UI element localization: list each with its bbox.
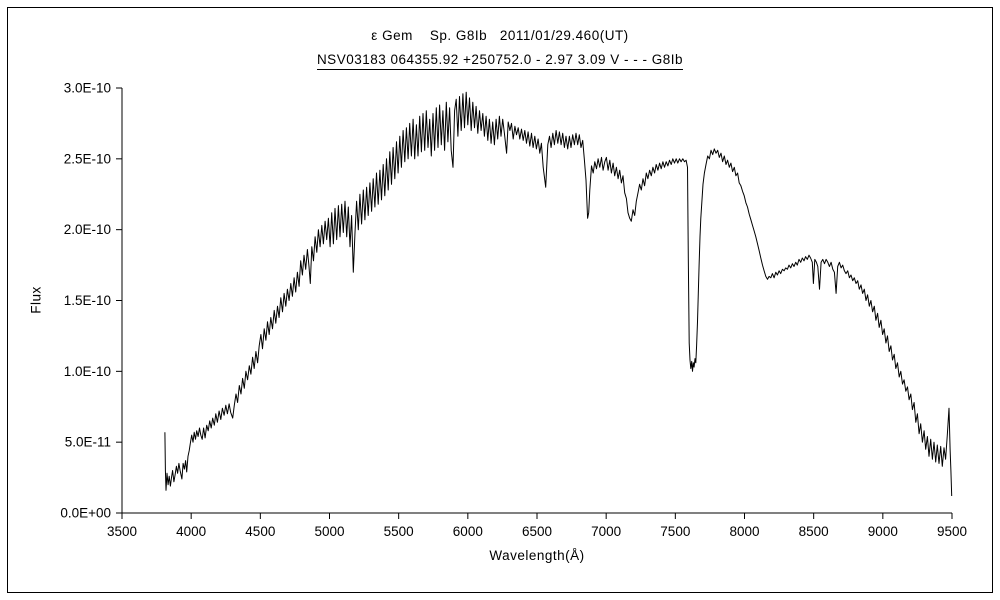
x-tick-label: 8500 [799, 524, 829, 539]
x-tick-label: 4000 [176, 524, 206, 539]
x-tick-label: 5500 [384, 524, 414, 539]
chart-subtitle-row: NSV03183 064355.92 +250752.0 - 2.97 3.09… [0, 52, 1000, 70]
y-tick-label: 0.0E+00 [60, 506, 111, 521]
x-tick-label: 9500 [937, 524, 967, 539]
x-tick-label: 6500 [522, 524, 552, 539]
y-tick-label: 5.0E-11 [65, 435, 111, 450]
x-tick-label: 4500 [245, 524, 275, 539]
y-tick-label: 1.0E-10 [64, 364, 111, 379]
y-tick-label: 2.0E-10 [64, 222, 111, 237]
x-tick-label: 3500 [107, 524, 137, 539]
x-tick-label: 6000 [453, 524, 483, 539]
chart-subtitle: NSV03183 064355.92 +250752.0 - 2.97 3.09… [316, 52, 684, 70]
y-tick-label: 3.0E-10 [64, 81, 111, 96]
x-tick-label: 9000 [868, 524, 898, 539]
y-tick-label: 2.5E-10 [64, 151, 111, 166]
figure-border [7, 7, 993, 593]
x-tick-label: 8000 [729, 524, 759, 539]
x-tick-label: 7500 [660, 524, 690, 539]
x-tick-label: 7000 [591, 524, 621, 539]
x-tick-label: 5000 [314, 524, 344, 539]
y-tick-label: 1.5E-10 [64, 293, 111, 308]
spectrum-line [164, 91, 953, 497]
x-axis-title: Wavelength(Å) [489, 548, 585, 563]
chart-title: ε Gem Sp. G8Ib 2011/01/29.460(UT) [371, 28, 629, 43]
